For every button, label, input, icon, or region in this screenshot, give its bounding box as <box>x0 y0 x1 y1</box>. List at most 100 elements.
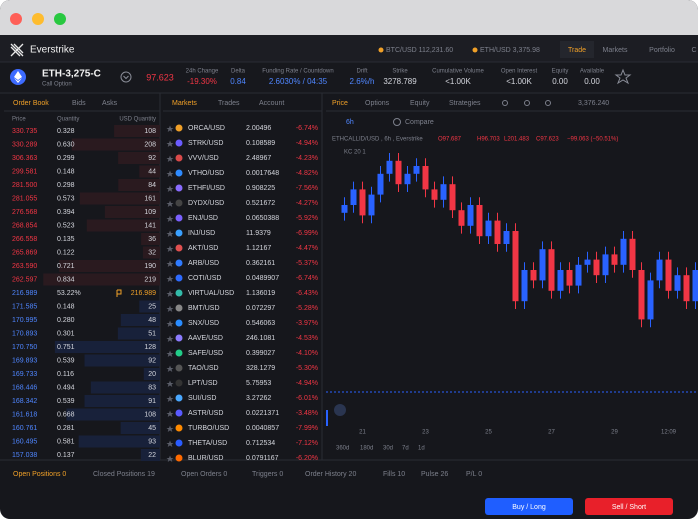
favorite-star[interactable] <box>166 410 174 418</box>
market-name[interactable]: INJ/USD <box>188 230 215 237</box>
favorite-star[interactable] <box>166 185 174 193</box>
timeframe[interactable]: 1d <box>418 446 425 452</box>
nav-link[interactable]: Trade <box>568 47 586 54</box>
market-name[interactable]: THETA/USD <box>188 440 227 447</box>
favorite-star[interactable] <box>166 365 174 373</box>
close-button[interactable] <box>10 13 22 25</box>
favorite-star[interactable] <box>166 455 174 463</box>
favorite-star[interactable] <box>166 290 174 298</box>
bottom-tab[interactable]: Fills 10 <box>383 471 405 478</box>
market-name[interactable]: SAFE/USD <box>188 350 223 357</box>
favorite-star[interactable] <box>166 320 174 328</box>
candle-body <box>440 184 447 200</box>
favorite-star[interactable] <box>166 305 174 313</box>
tool-icon[interactable] <box>545 100 551 106</box>
sell-button[interactable] <box>585 498 673 515</box>
market-name[interactable]: STRK/USD <box>188 140 223 147</box>
favorite-star[interactable] <box>166 350 174 358</box>
market-name[interactable]: BLUR/USD <box>188 455 223 462</box>
timeframe[interactable]: 7d <box>402 446 409 452</box>
market-change: -6.99% <box>296 230 318 237</box>
market-name[interactable]: AKT/USD <box>188 245 218 252</box>
bottom-tab[interactable]: Order History 20 <box>305 471 356 478</box>
favorite-star[interactable] <box>166 170 174 178</box>
market-name[interactable]: COTI/USD <box>188 275 221 282</box>
market-name[interactable]: AAVE/USD <box>188 335 223 342</box>
market-name[interactable]: ENJ/USD <box>188 215 218 222</box>
candle-body <box>593 259 600 276</box>
bottom-tab[interactable]: Pulse 26 <box>421 471 448 478</box>
markets-tab[interactable]: Account <box>259 100 284 107</box>
favorite-star[interactable] <box>166 125 174 133</box>
interval[interactable]: 6h <box>346 119 354 126</box>
favorite-star[interactable] <box>166 215 174 223</box>
order-book-tab[interactable]: Order Book <box>13 100 49 107</box>
nav-link[interactable]: Markets <box>603 47 628 54</box>
favorite-star[interactable] <box>166 260 174 268</box>
market-name[interactable]: LPT/USD <box>188 380 218 387</box>
bottom-tab[interactable]: Open Orders 0 <box>181 471 227 478</box>
order-book-cell: 299.581 <box>12 168 37 175</box>
favorite-star[interactable] <box>166 230 174 238</box>
timeframe[interactable]: 30d <box>383 446 393 452</box>
favorite-star[interactable] <box>614 68 632 85</box>
timeframe[interactable]: 180d <box>360 446 373 452</box>
favorite-star[interactable] <box>166 425 174 433</box>
favorite-star[interactable] <box>166 155 174 163</box>
favorite-star[interactable] <box>166 335 174 343</box>
dropdown-icon[interactable] <box>120 71 132 83</box>
order-book-cell: 48 <box>148 317 156 324</box>
market-name[interactable]: TURBO/USD <box>188 425 229 432</box>
tool-icon[interactable] <box>502 100 508 106</box>
chart-tab[interactable]: Price <box>332 100 348 107</box>
favorite-star[interactable] <box>166 140 174 148</box>
order-book-tab[interactable]: Bids <box>72 100 86 107</box>
market-name[interactable]: ETHFI/USD <box>188 185 225 192</box>
market-name[interactable]: ARB/USD <box>188 260 219 267</box>
market-name[interactable]: ORCA/USD <box>188 125 225 132</box>
title-bar <box>0 0 698 35</box>
market-name[interactable]: VIRTUAL/USD <box>188 290 234 297</box>
compare[interactable]: Compare <box>405 119 434 126</box>
candle-body <box>638 270 645 320</box>
bottom-tab[interactable]: P/L 0 <box>466 471 482 478</box>
market-name[interactable]: DYDX/USD <box>188 200 224 207</box>
nav-link[interactable]: C <box>691 47 696 54</box>
bottom-tab[interactable]: Closed Positions 19 <box>93 471 155 478</box>
buy-button[interactable] <box>485 498 573 515</box>
instrument-bar <box>0 62 698 93</box>
chart-tab[interactable]: Strategies <box>449 100 481 107</box>
market-name[interactable]: SUI/USD <box>188 395 216 402</box>
bottom-tab[interactable]: Triggers 0 <box>252 471 283 478</box>
sell-label[interactable]: Sell / Short <box>612 504 646 511</box>
favorite-star[interactable] <box>166 200 174 208</box>
order-book-cell: 219 <box>144 276 156 283</box>
favorite-star[interactable] <box>166 395 174 403</box>
chart-tab[interactable]: Options <box>365 100 390 107</box>
market-name[interactable]: TAO/USD <box>188 365 219 372</box>
tool-icon[interactable] <box>524 100 530 106</box>
chart-tab[interactable]: Equity <box>410 100 430 107</box>
market-name[interactable]: ASTR/USD <box>188 410 223 417</box>
zoom-button[interactable] <box>54 13 66 25</box>
markets-tab[interactable]: Markets <box>172 100 197 107</box>
favorite-star[interactable] <box>166 275 174 283</box>
favorite-star[interactable] <box>166 440 174 448</box>
nav-link[interactable]: Portfolio <box>649 47 675 54</box>
markets-tab[interactable]: Trades <box>218 100 240 107</box>
market-name[interactable]: VTHO/USD <box>188 170 224 177</box>
timeframe[interactable]: 360d <box>336 446 349 452</box>
buy-label[interactable]: Buy / Long <box>512 504 546 511</box>
favorite-star[interactable] <box>166 380 174 388</box>
favorite-star[interactable] <box>166 245 174 253</box>
market-name[interactable]: VVV/USD <box>188 155 219 162</box>
market-change: -6.01% <box>296 395 318 402</box>
order-book-cell: 160.495 <box>12 438 37 445</box>
order-book-tab[interactable]: Asks <box>102 100 118 107</box>
market-name[interactable]: SNX/USD <box>188 320 219 327</box>
minimize-button[interactable] <box>32 13 44 25</box>
candle-body <box>431 189 438 200</box>
market-name[interactable]: BMT/USD <box>188 305 220 312</box>
bottom-tab[interactable]: Open Positions 0 <box>13 471 66 478</box>
depth-bar <box>139 165 160 178</box>
